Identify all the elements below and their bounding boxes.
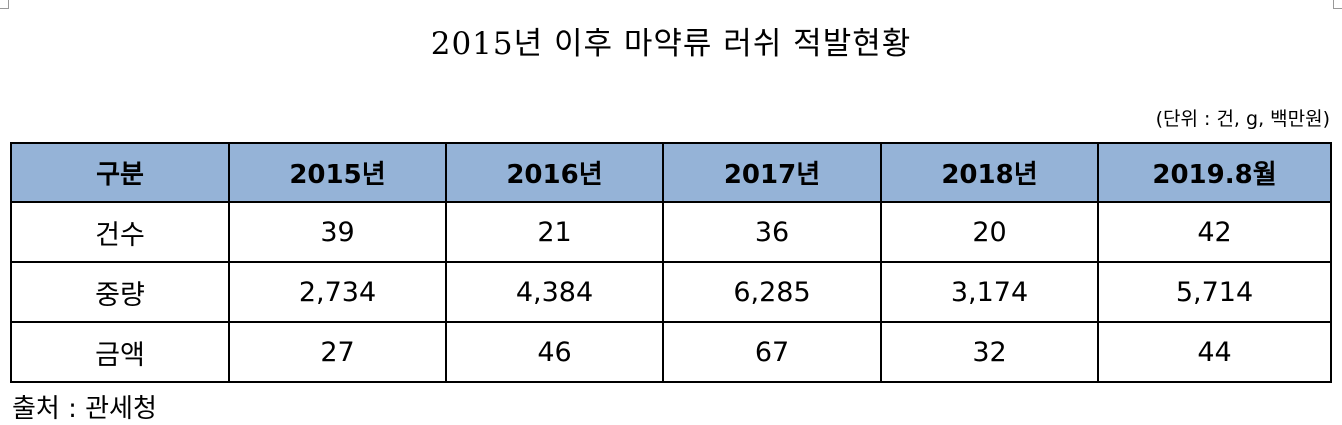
header-cell: 구분: [10, 142, 230, 203]
table-body: 건수 39 21 36 20 42 중량 2,734 4,384 6,285 3,174 5,714 금…: [10, 201, 1332, 383]
header-cell: 2017년: [662, 142, 882, 203]
table-row: 건수 39 21 36 20 42: [10, 201, 1332, 263]
document-title: 2015년 이후 마약류 러쉬 적발현황: [430, 26, 912, 62]
row-label: 건수: [10, 201, 230, 263]
table-cell: 42: [1097, 201, 1332, 263]
table-cell: 39: [228, 201, 447, 263]
table-cell: 67: [662, 321, 882, 383]
row-label: 중량: [10, 261, 230, 323]
table-cell: 2,734: [228, 261, 447, 323]
header-cell: 2019.8월: [1097, 142, 1332, 203]
table-cell: 3,174: [880, 261, 1099, 323]
row-label: 금액: [10, 321, 230, 383]
table-cell: 20: [880, 201, 1099, 263]
corner-mark: [1333, 0, 1342, 9]
header-cell: 2018년: [880, 142, 1099, 203]
table-cell: 32: [880, 321, 1099, 383]
table-cell: 46: [445, 321, 664, 383]
source-note: 출처 : 관세청: [12, 394, 157, 424]
table-row: 중량 2,734 4,384 6,285 3,174 5,714: [10, 261, 1332, 323]
table-cell: 21: [445, 201, 664, 263]
corner-mark: [0, 0, 9, 9]
table-cell: 6,285: [662, 261, 882, 323]
unit-note: (단위 : 건, g, 백만원): [1155, 108, 1330, 130]
table-cell: 5,714: [1097, 261, 1332, 323]
data-table: 구분 2015년 2016년 2017년 2018년 2019.8월 건수 39 21 36 20…: [10, 142, 1332, 383]
table-row: 금액 27 46 67 32 44: [10, 321, 1332, 383]
table-cell: 27: [228, 321, 447, 383]
header-cell: 2015년: [228, 142, 447, 203]
table-cell: 44: [1097, 321, 1332, 383]
table-cell: 4,384: [445, 261, 664, 323]
table-cell: 36: [662, 201, 882, 263]
header-row: 구분 2015년 2016년 2017년 2018년 2019.8월: [10, 142, 1332, 203]
header-cell: 2016년: [445, 142, 664, 203]
